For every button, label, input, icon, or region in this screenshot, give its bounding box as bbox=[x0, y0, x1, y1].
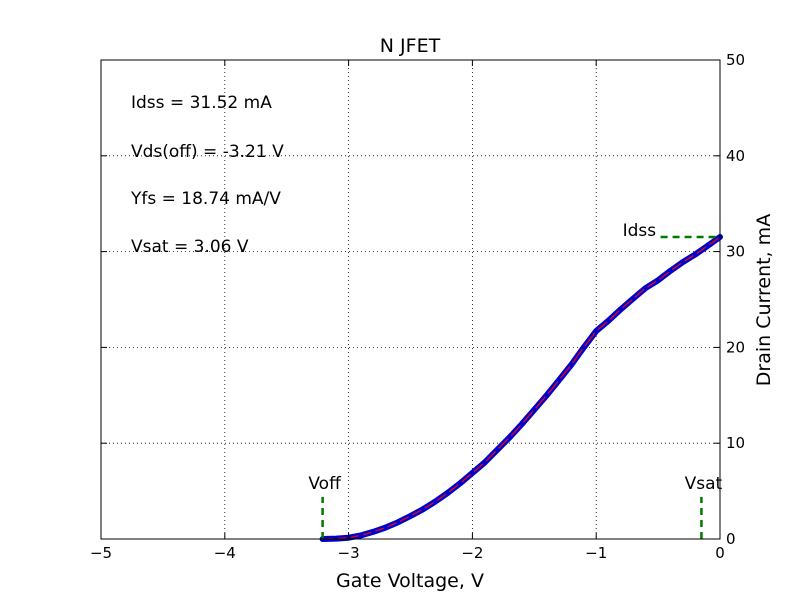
data-point bbox=[668, 268, 673, 273]
data-point bbox=[606, 318, 611, 323]
markers: Idss Voff Vsat bbox=[308, 221, 723, 539]
x-tick-label: 0 bbox=[715, 544, 725, 562]
data-point bbox=[680, 259, 686, 265]
y-tick-label: 40 bbox=[726, 147, 745, 165]
x-tick-label: −3 bbox=[338, 544, 360, 562]
y-axis-label: Drain Current, mA bbox=[753, 214, 775, 386]
annotation-idss: Idss = 31.52 mA bbox=[131, 93, 272, 113]
data-point bbox=[408, 513, 413, 519]
y-tick-label: 30 bbox=[726, 243, 745, 261]
x-tick-label: −4 bbox=[214, 544, 236, 562]
y-tick-label: 0 bbox=[726, 530, 736, 548]
data-series bbox=[319, 234, 723, 542]
data-point bbox=[445, 490, 450, 496]
data-point bbox=[631, 296, 636, 301]
annotation-vsat: Vsat = 3.06 V bbox=[131, 237, 249, 257]
data-point bbox=[705, 243, 710, 249]
marker-label-idss: Idss bbox=[623, 221, 657, 241]
data-point bbox=[433, 499, 438, 504]
data-point bbox=[519, 421, 525, 427]
data-point bbox=[544, 393, 549, 398]
data-point bbox=[581, 345, 587, 350]
data-point bbox=[618, 306, 624, 312]
data-point bbox=[655, 278, 661, 283]
annotation-vds-off: Vds(off) = -3.21 V bbox=[131, 142, 284, 162]
annotation-yfs: Yfs = 18.74 mA/V bbox=[130, 189, 281, 209]
data-point bbox=[420, 507, 426, 512]
marker-label-vsat: Vsat bbox=[685, 474, 723, 494]
axis-ticks: −5 −4 −3 −2 −1 00 10 20 30 40 50 bbox=[90, 51, 745, 562]
grid bbox=[101, 60, 720, 539]
data-point bbox=[594, 328, 599, 334]
plot-frame bbox=[100, 59, 721, 540]
data-point bbox=[507, 435, 512, 440]
data-point bbox=[532, 407, 537, 412]
x-axis-label: Gate Voltage, V bbox=[336, 570, 484, 592]
data-point bbox=[395, 520, 401, 525]
marker-label-voff: Voff bbox=[308, 474, 342, 494]
data-point bbox=[556, 377, 562, 383]
data-point bbox=[569, 362, 574, 367]
x-tick-label: −5 bbox=[90, 544, 112, 562]
y-tick-label: 50 bbox=[726, 51, 745, 69]
data-point bbox=[494, 447, 500, 453]
y-tick-label: 10 bbox=[726, 434, 745, 452]
data-point bbox=[383, 525, 388, 530]
data-point bbox=[693, 252, 698, 257]
data-point bbox=[457, 481, 463, 486]
chart-title: N JFET bbox=[380, 35, 441, 57]
y-tick-label: 20 bbox=[726, 338, 745, 356]
data-point bbox=[371, 529, 376, 535]
x-tick-label: −2 bbox=[461, 544, 483, 562]
data-band bbox=[319, 234, 723, 542]
data-point bbox=[470, 470, 475, 476]
data-point bbox=[358, 533, 364, 538]
data-point bbox=[482, 460, 487, 465]
data-point bbox=[643, 285, 648, 291]
x-tick-label: −1 bbox=[585, 544, 607, 562]
